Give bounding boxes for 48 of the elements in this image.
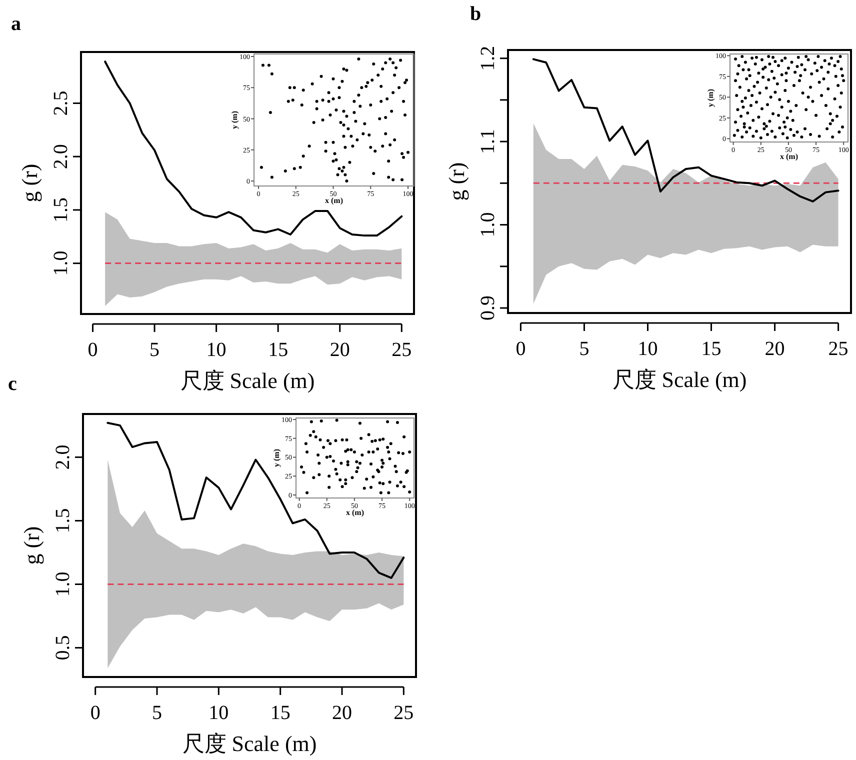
y-tick-label: 1.2 bbox=[477, 46, 499, 71]
x-tick-label: 25 bbox=[392, 339, 412, 361]
y-tick-label: 1.0 bbox=[52, 572, 74, 597]
line-series bbox=[532, 58, 840, 202]
x-tick-label: 5 bbox=[579, 338, 590, 360]
y-tick-label: 1.0 bbox=[477, 212, 499, 238]
y-axis-title: y (m) bbox=[230, 110, 239, 129]
x-tick-label: 15 bbox=[270, 702, 290, 724]
x-tick-label: 25 bbox=[828, 338, 848, 360]
x-tick-label: 5 bbox=[150, 339, 160, 361]
line-series bbox=[106, 422, 405, 579]
x-tick-label: 15 bbox=[701, 338, 722, 360]
x-tick-label: 5 bbox=[152, 702, 162, 724]
x-tick-label: 10 bbox=[206, 339, 226, 361]
x-tick-label: 15 bbox=[268, 339, 288, 361]
x-axis-title: x (m) bbox=[780, 152, 798, 161]
x-axis-title: 尺度 Scale (m) bbox=[182, 731, 317, 756]
x-tick-label: 25 bbox=[394, 702, 414, 724]
y-tick-label: 1.0 bbox=[50, 250, 72, 276]
x-axis-title: 尺度 Scale (m) bbox=[612, 367, 747, 392]
y-tick-label: 0.9 bbox=[477, 296, 499, 321]
y-tick-label: 0.5 bbox=[52, 635, 74, 660]
y-tick-label: 2.0 bbox=[52, 444, 74, 470]
y-axis-title: g (r) bbox=[444, 162, 469, 201]
y-axis-title: g (r) bbox=[17, 164, 42, 202]
y-axis-title: y (m) bbox=[706, 88, 715, 107]
x-tick-label: 20 bbox=[764, 338, 785, 360]
x-tick-label: 10 bbox=[638, 338, 658, 360]
x-tick-label: 0 bbox=[516, 338, 526, 360]
chart-title: a bbox=[11, 13, 21, 35]
y-tick-label: 1.5 bbox=[52, 508, 74, 534]
y-tick-label: 2.0 bbox=[50, 144, 72, 170]
x-tick-label: 0 bbox=[88, 339, 98, 361]
x-axis-title: x (m) bbox=[346, 508, 364, 517]
line-series bbox=[104, 60, 403, 237]
x-tick-label: 20 bbox=[330, 339, 350, 361]
y-tick-label: 1.1 bbox=[477, 129, 499, 154]
y-axis-title: g (r) bbox=[19, 526, 44, 565]
x-tick-label: 0 bbox=[90, 702, 100, 724]
y-axis-title: y (m) bbox=[272, 448, 281, 467]
chart-title: c bbox=[8, 373, 17, 395]
x-tick-label: 10 bbox=[208, 702, 229, 724]
x-tick-label: 20 bbox=[332, 702, 352, 724]
x-axis-title: x (m) bbox=[325, 196, 344, 205]
x-axis-title: 尺度 Scale (m) bbox=[180, 368, 315, 393]
chart-title: b bbox=[470, 3, 482, 25]
y-tick-label: 1.5 bbox=[50, 197, 72, 222]
y-tick-label: 2.5 bbox=[50, 90, 72, 116]
